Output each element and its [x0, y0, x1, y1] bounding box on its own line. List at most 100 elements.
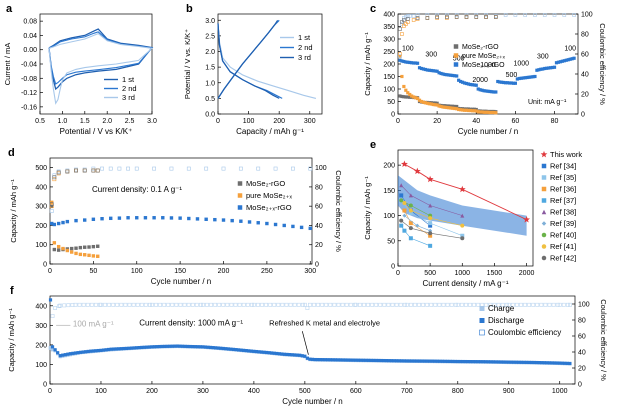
ce-point: [557, 302, 562, 307]
discharge-point: [73, 351, 78, 355]
discharge-point: [530, 360, 534, 365]
discharge-point: [359, 358, 363, 362]
ce-point: [53, 306, 57, 310]
legend-swatch: [541, 255, 547, 261]
discharge-point: [372, 358, 376, 363]
discharge-point: [417, 359, 422, 363]
discharge-point: [308, 357, 312, 361]
discharge-point: [527, 360, 531, 365]
ce-point: [472, 302, 476, 307]
capacity-point: [529, 75, 533, 79]
discharge-point: [474, 360, 478, 364]
capacity-point: [78, 245, 83, 250]
ce-point: [57, 304, 62, 308]
ce-point: [494, 15, 498, 19]
capacity-point: [513, 81, 517, 85]
discharge-point: [341, 358, 345, 362]
y2-axis-label: Coulombic efficiency / %: [599, 299, 608, 381]
capacity-point: [433, 101, 437, 105]
discharge-point: [152, 345, 157, 349]
current-density-annotation: Current density: 0.1 A g⁻¹: [92, 185, 182, 194]
ce-point: [402, 16, 406, 20]
y2-tick-label: 20: [578, 366, 586, 373]
y2-tick-label: 60: [315, 204, 323, 211]
ce-point: [237, 302, 242, 307]
ce-point: [533, 13, 537, 17]
capacity-point: [566, 58, 570, 62]
y2-axis-label: Coulombic efficiency / %: [334, 170, 343, 252]
plot-frame: [49, 295, 576, 385]
capacity-point: [545, 66, 549, 70]
discharge-point: [173, 344, 177, 348]
y-tick-label: 100: [383, 213, 395, 220]
series-point: [399, 198, 404, 203]
discharge-point: [412, 359, 417, 363]
capacity-point: [556, 60, 561, 64]
legend-swatch: [540, 150, 548, 158]
capacity-point: [472, 83, 476, 87]
capacity-point: [464, 81, 469, 86]
x-tick-label: 300: [197, 388, 209, 395]
discharge-point: [236, 348, 241, 352]
capacity-point: [126, 216, 130, 220]
discharge-point: [476, 360, 480, 364]
discharge-point: [287, 353, 292, 357]
x-tick-label: 600: [350, 388, 362, 395]
capacity-point: [402, 59, 406, 64]
legend-entry: Charge: [488, 304, 515, 313]
capacity-point: [65, 219, 70, 224]
x-tick-label: 1.5: [80, 118, 90, 125]
legend-swatch: [541, 221, 547, 226]
ce-point: [49, 209, 54, 213]
ce-point: [115, 302, 120, 307]
ce-point: [404, 302, 409, 307]
capacity-point: [431, 102, 435, 107]
ce-point: [126, 166, 130, 171]
legend-entry: 2 nd: [122, 84, 137, 93]
y-tick-label: 200: [383, 163, 395, 170]
capacity-point: [247, 220, 252, 224]
discharge-point: [479, 360, 483, 364]
capacity-point: [50, 221, 54, 226]
ce-point: [56, 170, 61, 175]
capacity-point: [425, 68, 429, 72]
discharge-point: [231, 347, 236, 351]
discharge-point: [440, 359, 445, 363]
ce-point: [394, 302, 399, 307]
capacity-point: [435, 69, 439, 73]
cv-curve: [48, 32, 154, 105]
ce-point: [464, 13, 469, 17]
chart-e: e 0 500 1000 1500 2000 0 50 100 150 200 Current den…: [363, 139, 582, 288]
ce-point: [49, 202, 54, 207]
discharge-point: [285, 352, 289, 357]
ce-point: [229, 302, 234, 307]
x-tick-label: 800: [452, 388, 464, 395]
ce-point: [506, 302, 511, 307]
ce-point: [56, 169, 61, 174]
x-tick-label: 300: [304, 268, 316, 275]
ce-point: [527, 302, 532, 307]
ce-point: [292, 302, 297, 307]
discharge-point: [84, 350, 88, 354]
capacity-point: [282, 223, 286, 228]
ce-point: [552, 13, 557, 17]
discharge-point: [387, 359, 391, 363]
discharge-point: [114, 347, 118, 351]
rate-label: 100: [402, 45, 414, 52]
series-point: [428, 203, 433, 208]
ce-point: [400, 20, 404, 24]
series-point: [428, 231, 433, 236]
x-tick-label: 80: [551, 118, 559, 125]
discharge-point: [257, 350, 261, 354]
ce-point: [249, 302, 254, 307]
capacity-point: [486, 110, 490, 114]
discharge-point: [535, 360, 539, 365]
discharge-point: [491, 360, 496, 364]
ce-point: [572, 13, 576, 17]
discharge-point: [282, 352, 287, 356]
discharge-point: [48, 298, 53, 302]
ce-point: [425, 16, 430, 20]
capacity-point: [451, 106, 455, 110]
capacity-point: [482, 89, 486, 93]
ce-point: [468, 302, 472, 307]
